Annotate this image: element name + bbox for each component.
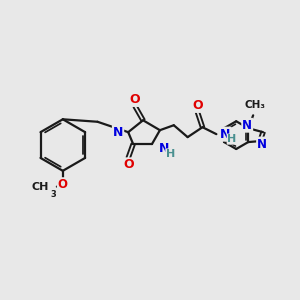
Text: N: N [159, 142, 169, 154]
Text: 3: 3 [51, 190, 57, 199]
Text: H: H [227, 134, 236, 144]
Text: O: O [58, 178, 68, 191]
Text: O: O [130, 93, 140, 106]
Text: O: O [123, 158, 134, 171]
Text: CH₃: CH₃ [244, 100, 266, 110]
Text: O: O [192, 99, 203, 112]
Text: N: N [242, 119, 252, 132]
Text: N: N [113, 126, 123, 139]
Text: CH: CH [32, 182, 49, 192]
Text: N: N [220, 128, 231, 141]
Text: H: H [166, 149, 175, 159]
Text: N: N [257, 138, 267, 151]
